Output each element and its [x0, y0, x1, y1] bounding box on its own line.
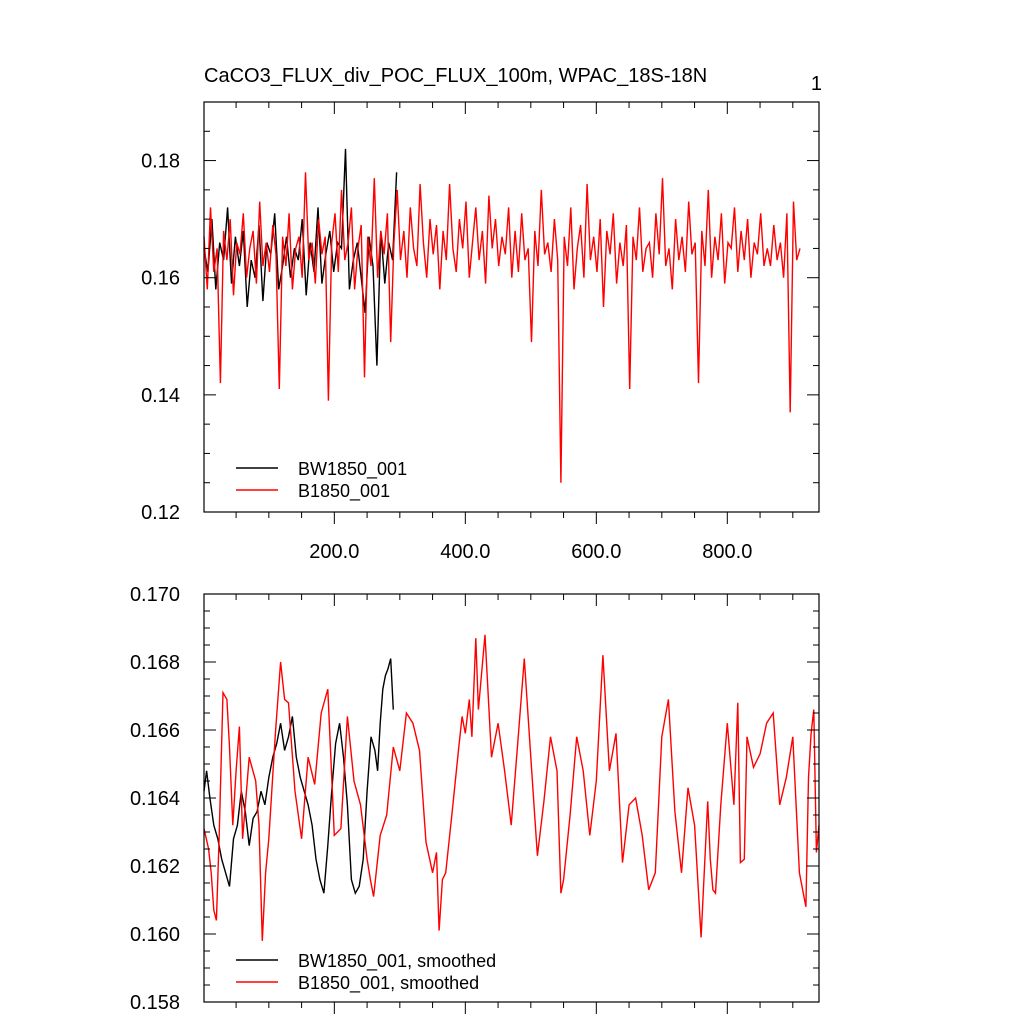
- bottom-plot: 0.158 0.160 0.162 0.164 0.166 0.168 0.170 BW185…: [130, 584, 820, 1014]
- panel-number: 1: [811, 73, 822, 95]
- y-tick-label: 0.170: [130, 584, 180, 606]
- y-tick-label: 0.18: [141, 151, 180, 173]
- y-tick-label: 0.168: [130, 652, 180, 674]
- legend-label: B1850_001, smoothed: [298, 973, 479, 994]
- y-tick-label: 0.158: [130, 992, 180, 1014]
- legend-label: BW1850_001: [298, 459, 407, 480]
- series-line-b1850: [203, 634, 820, 941]
- y-tick-label: 0.166: [130, 720, 180, 742]
- x-tick-label: 600.0: [571, 541, 621, 563]
- y-tick-label: 0.16: [141, 268, 180, 290]
- plot-frame: [203, 101, 820, 513]
- series-line-bw1850: [203, 148, 398, 366]
- x-tick-label: 200.0: [309, 541, 359, 563]
- y-tick-label: 0.14: [141, 385, 180, 407]
- y-tick-label: 0.162: [130, 856, 180, 878]
- legend-label: BW1850_001, smoothed: [298, 951, 496, 972]
- y-tick-label: 0.164: [130, 788, 180, 810]
- legend-label: B1850_001: [298, 481, 390, 502]
- x-tick-label: 400.0: [440, 541, 490, 563]
- chart-title: CaCO3_FLUX_div_POC_FLUX_100m, WPAC_18S-1…: [204, 65, 707, 87]
- series-line-b1850: [203, 172, 801, 483]
- y-tick-label: 0.12: [141, 502, 180, 524]
- series-line-bw1850: [203, 658, 394, 895]
- x-tick-label: 800.0: [702, 541, 752, 563]
- y-tick-label: 0.160: [130, 924, 180, 946]
- top-plot: 0.12 0.14 0.16 0.18 200.0 400.0 600.0 800.0 BW18…: [141, 101, 820, 563]
